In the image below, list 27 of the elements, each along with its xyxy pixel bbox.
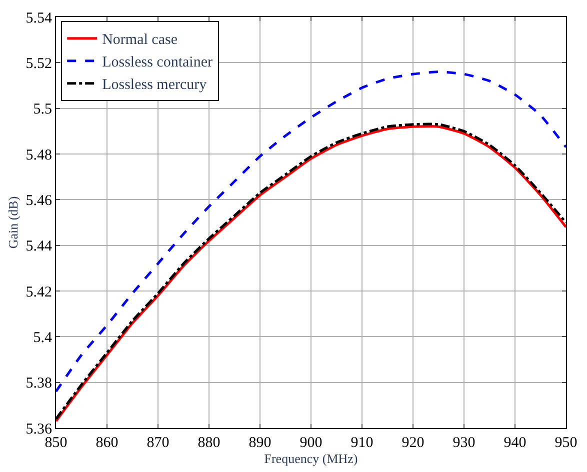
x-tick-label: 850 [44, 435, 68, 451]
x-tick-label: 880 [198, 435, 220, 451]
x-tick-label: 890 [248, 435, 272, 451]
x-tick-label: 930 [452, 435, 476, 451]
y-tick-label: 5.4 [33, 330, 52, 346]
y-tick-label: 5.36 [26, 421, 52, 438]
y-tick-label: 5.54 [26, 10, 52, 26]
y-tick-label: 5.46 [26, 192, 52, 209]
x-tick-label: 940 [504, 435, 526, 451]
legend-label: Normal case [102, 32, 178, 48]
line-series [56, 70, 566, 393]
x-tick-label: 950 [554, 435, 578, 451]
x-tick-label: 870 [146, 435, 170, 451]
legend-label: Lossless mercury [102, 77, 208, 94]
y-tick-label: 5.44 [26, 238, 52, 255]
y-tick-label: 5.48 [26, 147, 52, 164]
y-tick-label: 5.5 [33, 102, 52, 118]
y-tick-label: 5.52 [26, 56, 52, 72]
x-tick-label: 920 [402, 435, 424, 451]
y-tick-label: 5.42 [26, 284, 52, 300]
x-tick-label: 910 [350, 435, 374, 451]
x-axis-title: Frequency (MHz) [264, 451, 358, 466]
y-axis-title: Gain (dB) [6, 196, 21, 249]
x-tick-label: 900 [300, 435, 322, 451]
y-tick-label: 5.38 [26, 376, 52, 392]
x-tick-label: 860 [96, 435, 118, 451]
legend-label: Lossless container [102, 54, 212, 71]
